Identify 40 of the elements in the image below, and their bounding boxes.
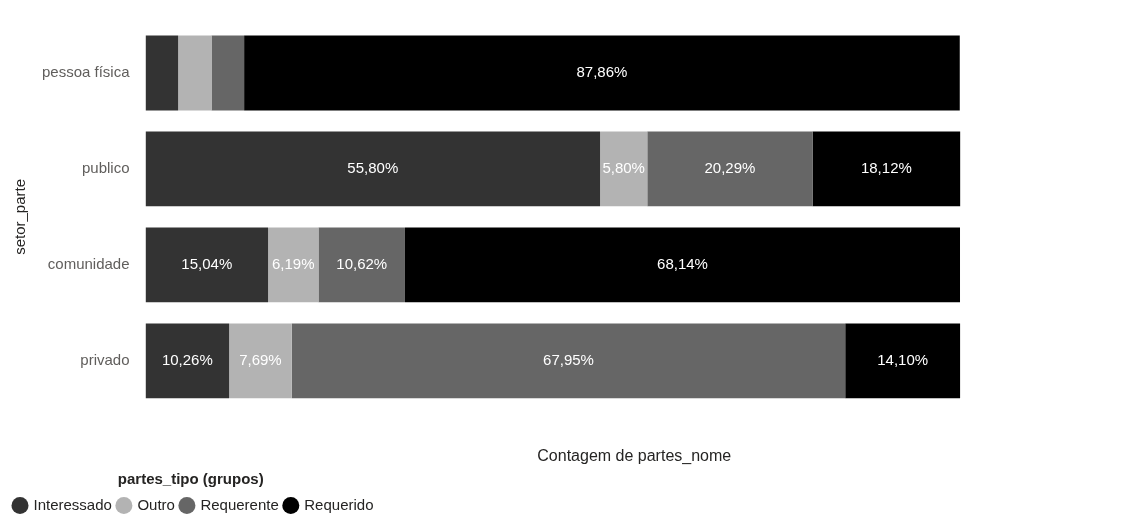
- data-label: 7,69%: [239, 350, 282, 368]
- legend-label: Requerido: [304, 495, 374, 513]
- legend-label: Interessado: [33, 495, 112, 513]
- bar: [812, 131, 961, 207]
- bar: [404, 227, 961, 303]
- legend-label: Requerente: [200, 495, 279, 513]
- legend-label: Outro: [137, 495, 175, 513]
- data-label: 5,80%: [602, 159, 645, 177]
- data-label: 15,04%: [181, 255, 233, 273]
- x-axis-title: Contagem de partes_nome: [537, 446, 732, 465]
- bar: [268, 227, 319, 303]
- bar: [145, 323, 230, 399]
- bar: [291, 323, 846, 399]
- bar: [647, 131, 813, 207]
- y-axis-title: setor_parte: [11, 178, 29, 255]
- bar: [178, 35, 212, 111]
- bar: [145, 227, 269, 303]
- y-tick-label: privado: [80, 350, 130, 368]
- data-label: 87,86%: [576, 63, 628, 81]
- data-label: 68,14%: [657, 255, 708, 273]
- data-label: 55,80%: [347, 159, 399, 177]
- bar: [229, 323, 292, 399]
- data-label: 67,95%: [543, 350, 594, 368]
- data-label: 14,10%: [877, 350, 929, 368]
- bar: [145, 131, 601, 207]
- bar: [211, 35, 245, 111]
- bar: [244, 35, 960, 111]
- data-label: 18,12%: [860, 159, 912, 177]
- bar: [145, 35, 179, 111]
- data-label: 20,29%: [704, 159, 756, 177]
- data-label: 10,62%: [336, 255, 388, 273]
- bar: [318, 227, 405, 303]
- y-tick-label: pessoa física: [42, 63, 131, 81]
- data-label: 6,19%: [271, 255, 315, 273]
- legend-title: partes_tipo (grupos): [117, 469, 264, 487]
- y-tick-label: comunidade: [47, 255, 130, 273]
- bar: [845, 323, 961, 399]
- data-label: 10,26%: [161, 350, 213, 368]
- bar: [600, 131, 648, 207]
- y-tick-label: publico: [82, 159, 130, 177]
